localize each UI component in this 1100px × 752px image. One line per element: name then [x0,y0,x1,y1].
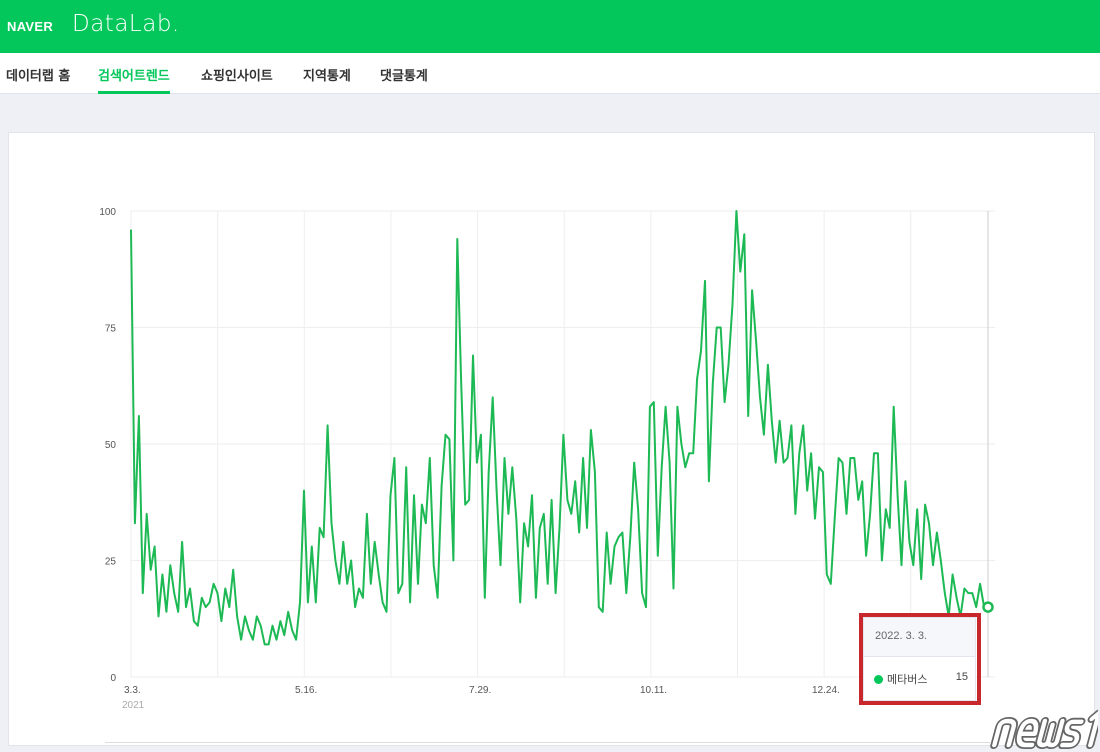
x-tick-label: 3.3. [124,685,141,696]
hover-point[interactable] [982,601,994,613]
grid [130,210,995,678]
tooltip-date: 2022. 3. 3. [864,618,975,657]
y-tick-label: 0 [110,673,116,684]
x-tick-label: 7.29. [469,685,491,696]
x-year-label: 2021 [122,700,145,711]
nav-item-shopping-insight[interactable]: 쇼핑인사이트 [201,69,273,84]
x-axis: 3.3. 5.16. 7.29. 10.11. 12.24. 2021 [122,685,840,711]
chart-tooltip: 2022. 3. 3. 메타버스 15 [863,617,976,701]
nav-item-regional-stats[interactable]: 지역통계 [303,69,351,84]
x-tick-label: 10.11. [640,685,667,696]
highlight-box [859,613,981,705]
news1-watermark-logo [990,709,1098,749]
datalab-logo[interactable]: DataLab. [72,11,180,37]
series-dot-icon [874,675,883,684]
nav-item-datalab-home[interactable]: 데이터랩 홈 [6,69,71,84]
tooltip-series-name: 메타버스 [887,674,928,686]
tooltip-value: 15 [955,671,968,683]
x-tick-label: 12.24. [812,685,840,696]
main-nav: 데이터랩 홈 검색어트렌드 쇼핑인사이트 지역통계 댓글통계 [0,53,1100,94]
y-tick-label: 75 [105,324,117,335]
y-tick-label: 100 [99,207,116,218]
nav-item-search-trend[interactable]: 검색어트렌드 [98,65,170,94]
app-header: NAVER DataLab. [0,0,1100,53]
naver-logo[interactable]: NAVER [7,19,54,34]
x-tick-label: 5.16. [295,685,317,696]
series-line-metaverse [130,210,988,646]
y-axis: 0 25 50 75 100 [99,207,116,684]
divider [105,742,990,743]
y-tick-label: 50 [105,440,117,451]
tooltip-row: 메타버스 15 [864,657,975,687]
y-tick-label: 25 [105,557,117,568]
nav-item-comment-stats[interactable]: 댓글통계 [380,69,428,84]
